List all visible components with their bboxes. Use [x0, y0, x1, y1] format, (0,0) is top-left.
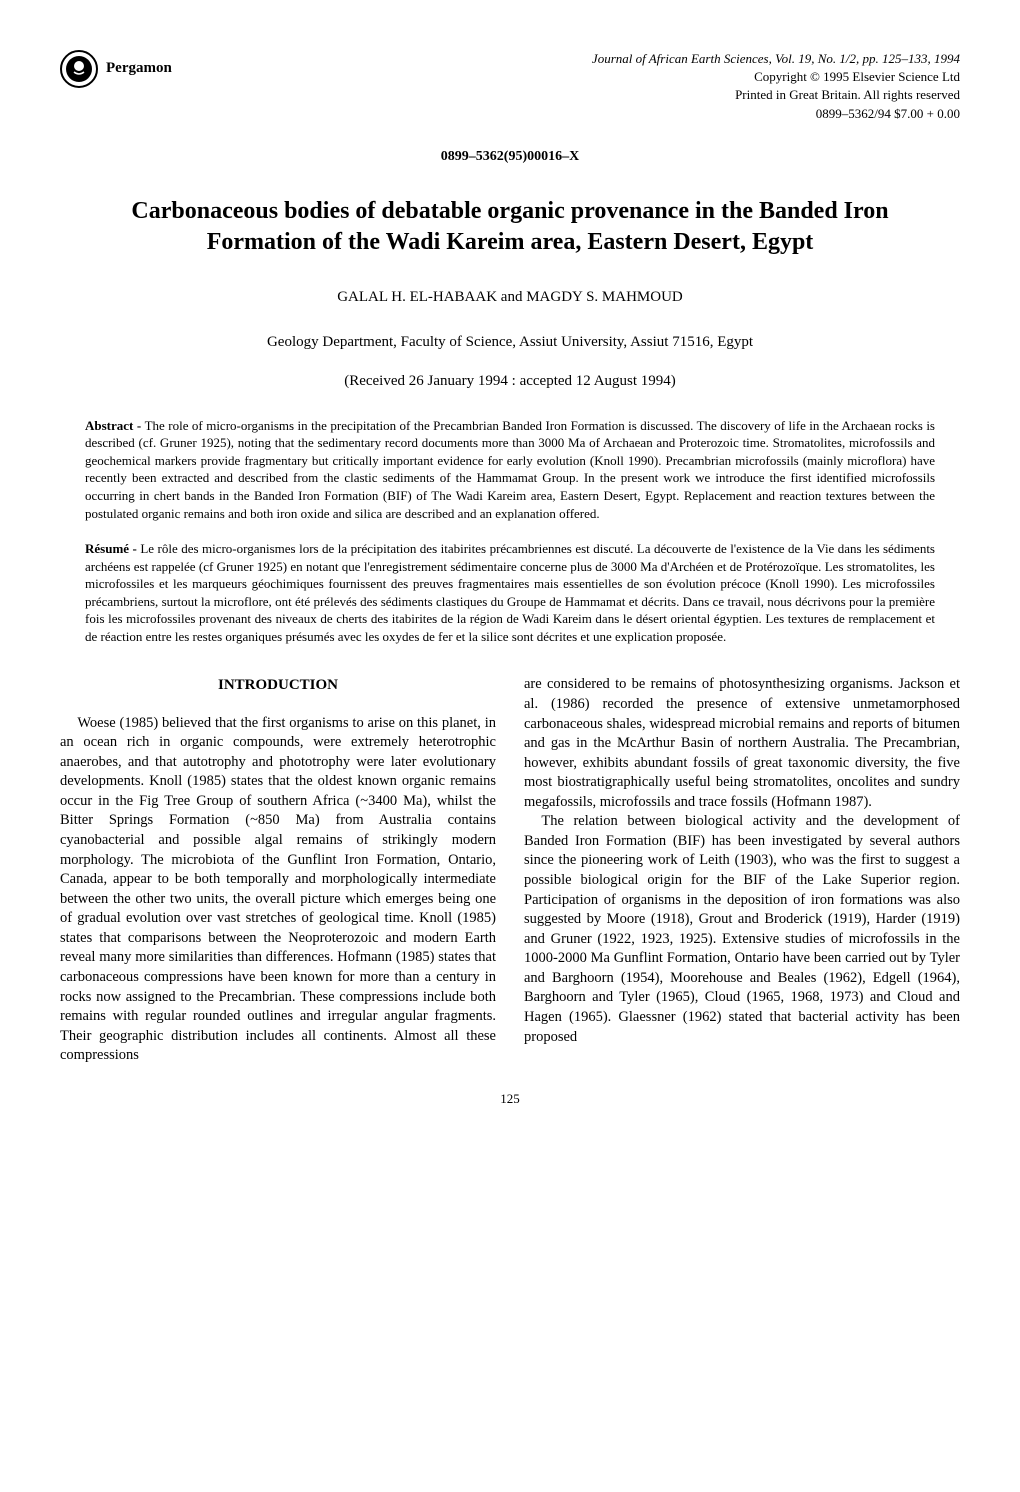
authors: GALAL H. EL-HABAAK and MAGDY S. MAHMOUD [60, 288, 960, 308]
header-row: Pergamon Journal of African Earth Scienc… [60, 50, 960, 123]
page-number: 125 [60, 1091, 960, 1108]
resume-section: Résumé - Le rôle des micro-organismes lo… [60, 540, 960, 645]
abstract-label: Abstract - [85, 418, 145, 433]
received-accepted-dates: (Received 26 January 1994 : accepted 12 … [60, 372, 960, 392]
introduction-heading: INTRODUCTION [60, 675, 496, 695]
publisher-name: Pergamon [106, 59, 172, 79]
print-line: Printed in Great Britain. All rights res… [592, 86, 960, 104]
copyright-line: Copyright © 1995 Elsevier Science Ltd [592, 68, 960, 86]
logo-section: Pergamon [60, 50, 172, 88]
journal-citation: Journal of African Earth Sciences, Vol. … [592, 50, 960, 68]
publisher-logo [60, 50, 98, 88]
abstract-text: The role of micro-organisms in the preci… [85, 418, 935, 521]
affiliation: Geology Department, Faculty of Science, … [60, 333, 960, 353]
resume-label: Résumé - [85, 541, 140, 556]
right-column: are considered to be remains of photosyn… [524, 675, 960, 1065]
resume-text: Le rôle des micro-organismes lors de la … [85, 541, 935, 644]
abstract-section: Abstract - The role of micro-organisms i… [60, 417, 960, 522]
article-title: Carbonaceous bodies of debatable organic… [60, 196, 960, 258]
body-paragraph: The relation between biological activity… [524, 812, 960, 1047]
left-column: INTRODUCTION Woese (1985) believed that … [60, 675, 496, 1065]
body-paragraph: are considered to be remains of photosyn… [524, 675, 960, 812]
body-paragraph: Woese (1985) believed that the first org… [60, 714, 496, 1066]
journal-info: Journal of African Earth Sciences, Vol. … [592, 50, 960, 123]
body-columns: INTRODUCTION Woese (1985) believed that … [60, 675, 960, 1065]
pii-identifier: 0899–5362(95)00016–X [60, 148, 960, 166]
issn-price: 0899–5362/94 $7.00 + 0.00 [592, 105, 960, 123]
